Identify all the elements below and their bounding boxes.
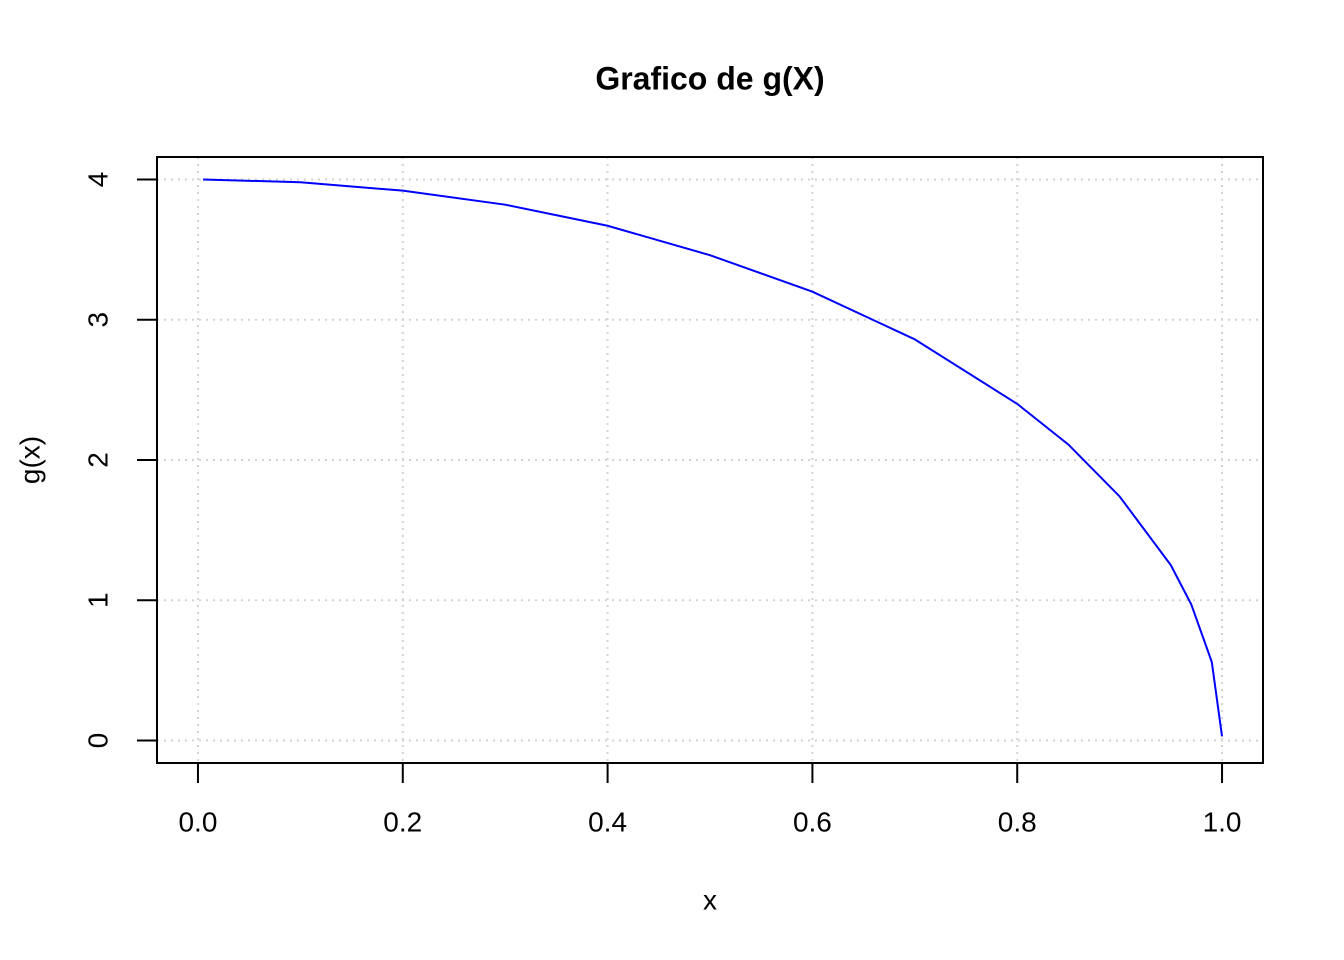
data-line bbox=[203, 178, 1224, 737]
x-tick-label: 0.8 bbox=[998, 806, 1037, 837]
plot-area bbox=[203, 178, 1224, 737]
x-tick-label: 0.0 bbox=[178, 806, 217, 837]
y-tick-label: 4 bbox=[82, 172, 113, 188]
chart-title: Grafico de g(X) bbox=[595, 60, 824, 96]
grid bbox=[157, 157, 1263, 763]
x-tick-label: 1.0 bbox=[1203, 806, 1242, 837]
y-tick-label: 3 bbox=[82, 312, 113, 328]
x-tick-label: 0.4 bbox=[588, 806, 627, 837]
y-axis-label: g(x) bbox=[14, 436, 45, 484]
x-tick-label: 0.6 bbox=[793, 806, 832, 837]
axes: 0.0 0.2 0.4 0.6 0.8 1.0 0 1 2 3 4 bbox=[82, 172, 1241, 838]
y-tick-label: 0 bbox=[82, 733, 113, 749]
x-tick-label: 0.2 bbox=[383, 806, 422, 837]
y-tick-label: 1 bbox=[82, 592, 113, 608]
y-tick-label: 2 bbox=[82, 452, 113, 468]
x-axis-label: x bbox=[703, 884, 717, 915]
